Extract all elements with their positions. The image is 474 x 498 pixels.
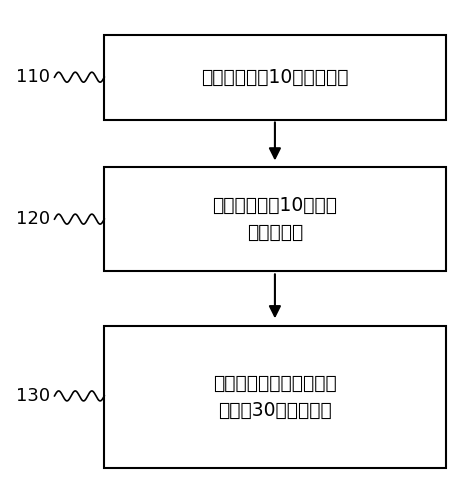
FancyBboxPatch shape [104,326,446,468]
FancyBboxPatch shape [104,167,446,271]
Text: 获取打水电机10转轴的
转速变化量: 获取打水电机10转轴的 转速变化量 [212,196,337,242]
Text: 110: 110 [16,68,50,86]
Text: 120: 120 [16,210,50,228]
Text: 130: 130 [16,387,50,405]
Text: 获取打水电机10转轴的转速: 获取打水电机10转轴的转速 [201,68,349,87]
FancyBboxPatch shape [104,35,446,120]
Text: 根据所述转速变化量调节
下风机30的运行转速: 根据所述转速变化量调节 下风机30的运行转速 [213,374,337,420]
